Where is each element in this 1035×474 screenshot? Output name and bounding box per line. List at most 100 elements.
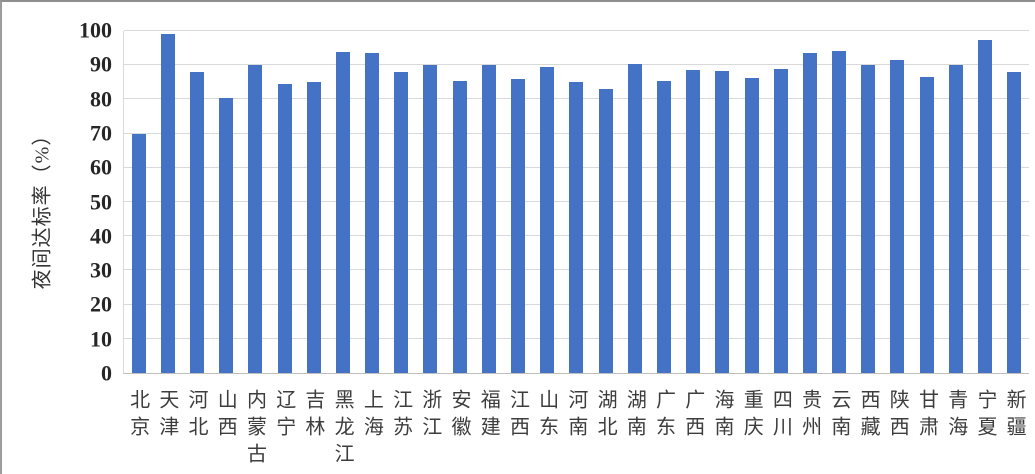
bar-安徽 <box>452 80 467 373</box>
x-label-slot-陕西: 陕西 <box>883 389 912 470</box>
bar-江苏 <box>394 72 409 373</box>
bar-slot-河南 <box>562 31 591 373</box>
x-label-slot-上海: 上海 <box>357 389 386 470</box>
x-label-slot-宁夏: 宁夏 <box>970 389 999 470</box>
bar-湖南 <box>627 63 642 373</box>
x-label-slot-安徽: 安徽 <box>444 389 473 470</box>
x-label-上海: 上海 <box>360 389 383 443</box>
bar-series <box>124 31 1029 373</box>
y-tick-label-30: 30 <box>90 257 112 283</box>
bar-slot-四川 <box>766 31 795 373</box>
bar-青海 <box>948 65 963 373</box>
bar-吉林 <box>306 82 321 373</box>
x-label-贵州: 贵州 <box>798 389 821 443</box>
x-label-重庆: 重庆 <box>740 389 763 443</box>
y-tick-label-40: 40 <box>90 223 112 249</box>
x-label-slot-福建: 福建 <box>474 389 503 470</box>
y-tick-label-100: 100 <box>79 17 112 43</box>
bar-slot-陕西 <box>883 31 912 373</box>
x-label-西藏: 西藏 <box>857 389 880 443</box>
bar-辽宁 <box>277 84 292 373</box>
x-label-山西: 山西 <box>214 389 237 443</box>
bar-山西 <box>219 97 234 373</box>
y-tick-label-50: 50 <box>90 188 112 214</box>
bar-海南 <box>715 71 730 373</box>
bar-slot-云南 <box>825 31 854 373</box>
x-label-slot-重庆: 重庆 <box>737 389 766 470</box>
x-label-slot-黑龙江: 黑龙江 <box>328 389 357 470</box>
x-label-辽宁: 辽宁 <box>272 389 295 443</box>
x-label-slot-北京: 北京 <box>123 389 152 470</box>
bar-slot-湖南 <box>620 31 649 373</box>
x-label-slot-辽宁: 辽宁 <box>269 389 298 470</box>
x-label-slot-吉林: 吉林 <box>298 389 327 470</box>
x-label-slot-贵州: 贵州 <box>795 389 824 470</box>
bar-slot-甘肃 <box>912 31 941 373</box>
y-tick-label-80: 80 <box>90 86 112 112</box>
x-label-slot-青海: 青海 <box>941 389 970 470</box>
x-label-slot-内蒙古: 内蒙古 <box>240 389 269 470</box>
x-label-陕西: 陕西 <box>886 389 909 443</box>
x-label-吉林: 吉林 <box>301 389 324 443</box>
bar-slot-广东 <box>649 31 678 373</box>
bar-江西 <box>511 78 526 373</box>
bar-西藏 <box>861 65 876 373</box>
bar-广西 <box>686 70 701 373</box>
bar-贵州 <box>802 53 817 373</box>
x-label-slot-山东: 山东 <box>532 389 561 470</box>
bar-陕西 <box>890 60 905 373</box>
x-label-甘肃: 甘肃 <box>915 389 938 443</box>
x-label-slot-山西: 山西 <box>211 389 240 470</box>
bar-新疆 <box>1007 72 1022 373</box>
y-tick-label-90: 90 <box>90 51 112 77</box>
bar-slot-江苏 <box>387 31 416 373</box>
bar-slot-上海 <box>358 31 387 373</box>
x-label-内蒙古: 内蒙古 <box>243 389 266 470</box>
x-label-福建: 福建 <box>477 389 500 443</box>
x-label-slot-江苏: 江苏 <box>386 389 415 470</box>
bar-slot-湖北 <box>591 31 620 373</box>
bar-内蒙古 <box>248 65 263 373</box>
bar-slot-新疆 <box>1000 31 1029 373</box>
bar-slot-河北 <box>182 31 211 373</box>
x-label-slot-新疆: 新疆 <box>1000 389 1029 470</box>
bar-slot-海南 <box>708 31 737 373</box>
x-label-河南: 河南 <box>564 389 587 443</box>
bar-slot-北京 <box>124 31 153 373</box>
bar-甘肃 <box>919 76 934 373</box>
x-axis-category-labels: 北京 天津 河北 山西 内蒙古 辽宁 吉林 黑龙江 上海 江苏 浙江 安徽 福建 江西 山东 河南 湖北 湖南 广东… <box>123 389 1029 470</box>
bar-湖北 <box>598 89 613 373</box>
x-label-slot-湖南: 湖南 <box>620 389 649 470</box>
x-label-安徽: 安徽 <box>448 389 471 443</box>
bar-浙江 <box>423 64 438 373</box>
bar-slot-内蒙古 <box>241 31 270 373</box>
x-label-江苏: 江苏 <box>389 389 412 443</box>
y-tick-label-10: 10 <box>90 326 112 352</box>
bar-slot-浙江 <box>416 31 445 373</box>
bar-slot-山西 <box>212 31 241 373</box>
x-label-湖北: 湖北 <box>594 389 617 443</box>
bar-宁夏 <box>978 39 993 373</box>
bar-slot-宁夏 <box>970 31 999 373</box>
x-label-宁夏: 宁夏 <box>973 389 996 443</box>
gridline-90 <box>124 64 1029 66</box>
bar-天津 <box>160 34 175 373</box>
x-label-山东: 山东 <box>535 389 558 443</box>
x-label-海南: 海南 <box>710 389 733 443</box>
x-label-slot-云南: 云南 <box>824 389 853 470</box>
bar-slot-天津 <box>153 31 182 373</box>
bar-slot-江西 <box>503 31 532 373</box>
bar-slot-安徽 <box>445 31 474 373</box>
x-label-新疆: 新疆 <box>1003 389 1026 443</box>
x-label-slot-广东: 广东 <box>649 389 678 470</box>
x-label-云南: 云南 <box>827 389 850 443</box>
bar-上海 <box>365 53 380 373</box>
bar-slot-贵州 <box>795 31 824 373</box>
x-label-slot-四川: 四川 <box>766 389 795 470</box>
x-label-slot-天津: 天津 <box>152 389 181 470</box>
bar-slot-吉林 <box>299 31 328 373</box>
x-label-slot-河南: 河南 <box>561 389 590 470</box>
plot-area <box>123 30 1029 374</box>
x-label-广西: 广西 <box>681 389 704 443</box>
